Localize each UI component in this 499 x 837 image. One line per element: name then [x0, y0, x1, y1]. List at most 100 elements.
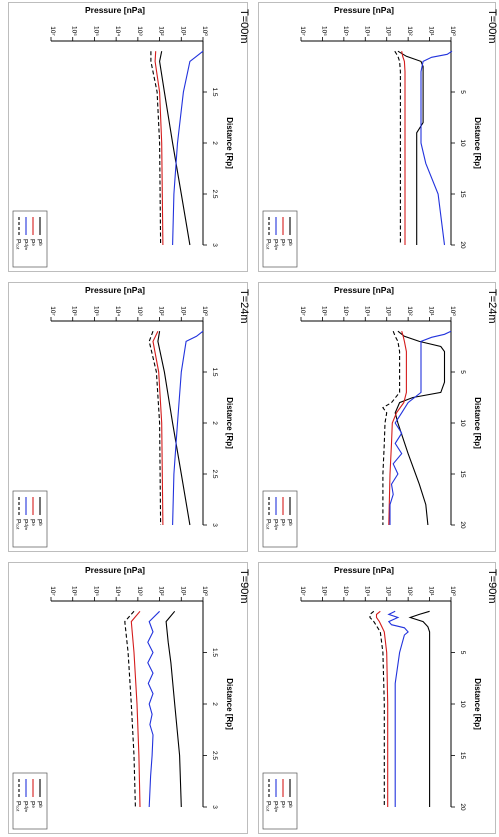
series-line: [147, 610, 160, 808]
legend-label: Pᵇ: [36, 801, 43, 808]
legend-label: Pᵈʸⁿ: [272, 519, 279, 531]
distance-tick-label: 1.5: [211, 87, 218, 96]
pressure-tick-label: 10⁴: [114, 26, 121, 36]
series-line: [159, 51, 191, 246]
pressure-axis-label: Pressure [nPa]: [85, 565, 145, 575]
distance-tick-label: 5: [459, 90, 466, 94]
panel-mid-left: T=24m Pressure [nPa] 10⁰ 10¹ 10² 10³ 10⁴ 10⁵ 10⁶…: [258, 282, 497, 552]
panel-top-left: T=00m Pressure [nPa] 10⁰ 10¹ 10² 10³ 10⁴ 10⁵ 10⁶…: [258, 2, 497, 272]
pressure-tick-label: 10⁰: [201, 306, 209, 316]
distance-tick-label: 3: [211, 805, 218, 809]
legend-label: Pᵉ: [29, 801, 36, 808]
pressure-tick-label: 10³: [136, 26, 143, 36]
panel-bottom-left: T=90m Pressure [nPa] 10⁰ 10¹ 10² 10³ 10⁴ 10⁵ 10⁶…: [258, 562, 497, 834]
distance-tick-label: 2: [211, 141, 218, 145]
distance-tick-label: 10: [459, 700, 466, 708]
pressure-tick-label: 10⁵: [92, 306, 99, 316]
chart-t90-far: T=90m Pressure [nPa] 10⁰ 10¹ 10² 10³ 10⁴ 10⁵ 10⁶…: [262, 565, 497, 830]
distance-tick-label: 5: [459, 651, 466, 655]
pressure-tick-label: 10¹: [428, 306, 435, 316]
legend-label: Pₜₒₜ: [15, 239, 22, 250]
distance-tick-label: 20: [459, 241, 466, 249]
series-line: [172, 50, 204, 246]
pressure-tick-label: 10²: [406, 306, 413, 316]
legend-label: Pᵇ: [36, 519, 43, 526]
pressure-tick-label: 10¹: [428, 26, 435, 36]
pressure-axis-label: Pressure [nPa]: [85, 285, 145, 295]
pressure-tick-label: 10¹: [179, 586, 186, 596]
pressure-axis-label: Pressure [nPa]: [334, 285, 394, 295]
distance-tick-label: 20: [459, 803, 466, 811]
pressure-tick-label: 10⁶: [320, 306, 327, 316]
pressure-tick-label: 10⁵: [342, 306, 349, 316]
pressure-tick-label: 10⁴: [114, 586, 121, 596]
series-line: [152, 330, 164, 526]
chart-t00-far: T=00m Pressure [nPa] 10⁰ 10¹ 10² 10³ 10⁴ 10⁵ 10⁶…: [262, 5, 497, 268]
series-line: [388, 331, 407, 526]
distance-tick-label: 1.5: [211, 648, 218, 657]
legend-label: Pᵈʸⁿ: [272, 239, 279, 251]
distance-axis-label: Distance [Rp]: [225, 678, 234, 730]
pressure-tick-label: 10¹: [179, 306, 186, 316]
distance-tick-label: 15: [459, 752, 466, 760]
pressure-tick-label: 10¹: [428, 586, 435, 596]
distance-tick-label: 10: [459, 419, 466, 427]
distance-tick-label: 10: [459, 139, 466, 147]
series-line: [154, 51, 164, 246]
pressure-tick-label: 10⁵: [342, 26, 349, 36]
series-line: [148, 331, 162, 526]
distance-tick-label: 2: [211, 702, 218, 706]
pressure-tick-label: 10⁷: [299, 586, 306, 596]
pressure-tick-label: 10⁷: [299, 306, 306, 316]
pressure-tick-label: 10²: [158, 586, 165, 596]
panel-title: T=00m: [486, 9, 497, 44]
pressure-tick-label: 10²: [158, 26, 165, 36]
legend-box: [262, 772, 298, 830]
distance-tick-label: 3: [211, 523, 218, 527]
series-line: [150, 51, 162, 246]
pressure-tick-label: 10⁴: [363, 26, 370, 36]
legend-box: [12, 210, 48, 268]
distance-tick-label: 2: [211, 421, 218, 425]
distance-axis-label: Distance [Rp]: [225, 117, 234, 169]
distance-tick-label: 2.5: [211, 751, 218, 760]
panel-bottom-right: T=90m Pressure [nPa] 10⁰ 10¹ 10² 10³ 10⁴ 10⁵ 10⁶…: [8, 562, 249, 834]
legend-label: Pᵈʸⁿ: [272, 801, 279, 813]
pressure-tick-label: 10⁵: [92, 586, 99, 596]
legend-box: [262, 210, 298, 268]
pressure-tick-label: 10⁷: [49, 586, 56, 596]
pressure-tick-label: 10³: [385, 306, 392, 316]
chart-t90-near: T=90m Pressure [nPa] 10⁰ 10¹ 10² 10³ 10⁴ 10⁵ 10⁶…: [12, 565, 249, 830]
legend-box: [262, 490, 298, 548]
pressure-tick-label: 10³: [136, 306, 143, 316]
series-line: [369, 610, 385, 807]
pressure-tick-label: 10¹: [179, 26, 186, 36]
pressure-tick-label: 10³: [385, 586, 392, 596]
panel-title: T=00m: [238, 9, 249, 44]
pressure-tick-label: 10²: [158, 306, 165, 316]
panel-title: T=24m: [486, 289, 497, 324]
pressure-tick-label: 10⁶: [320, 26, 327, 36]
distance-tick-label: 15: [459, 190, 466, 198]
panel-top-right: T=00m Pressure [nPa] 10⁰ 10¹ 10² 10³ 10⁴ 10⁵ 10⁶…: [8, 2, 249, 272]
panel-title: T=24m: [238, 289, 249, 324]
legend-label: Pᵉ: [279, 519, 286, 526]
chart-t24-far: T=24m Pressure [nPa] 10⁰ 10¹ 10² 10³ 10⁴ 10⁵ 10⁶…: [262, 285, 497, 548]
pressure-tick-label: 10³: [385, 26, 392, 36]
series-line: [124, 610, 136, 808]
legend-label: Pᵉ: [29, 519, 36, 526]
series-line: [408, 610, 431, 807]
legend-label: Pₜₒₜ: [265, 801, 272, 812]
pressure-tick-label: 10⁶: [71, 26, 78, 36]
pressure-tick-label: 10⁶: [71, 306, 78, 316]
legend-label: Pᵉ: [29, 239, 36, 246]
pressure-axis-label: Pressure [nPa]: [334, 565, 394, 575]
series-line: [394, 330, 446, 526]
chart-t24-near: T=24m Pressure [nPa] 10⁰ 10¹ 10² 10³ 10⁴ 10⁵ 10⁶…: [12, 285, 249, 548]
pressure-tick-label: 10²: [406, 26, 413, 36]
pressure-tick-label: 10⁰: [449, 306, 457, 316]
pressure-tick-label: 10⁰: [201, 26, 209, 36]
legend-box: [12, 490, 48, 548]
distance-tick-label: 2.5: [211, 189, 218, 198]
pressure-axis-label: Pressure [nPa]: [334, 5, 394, 15]
